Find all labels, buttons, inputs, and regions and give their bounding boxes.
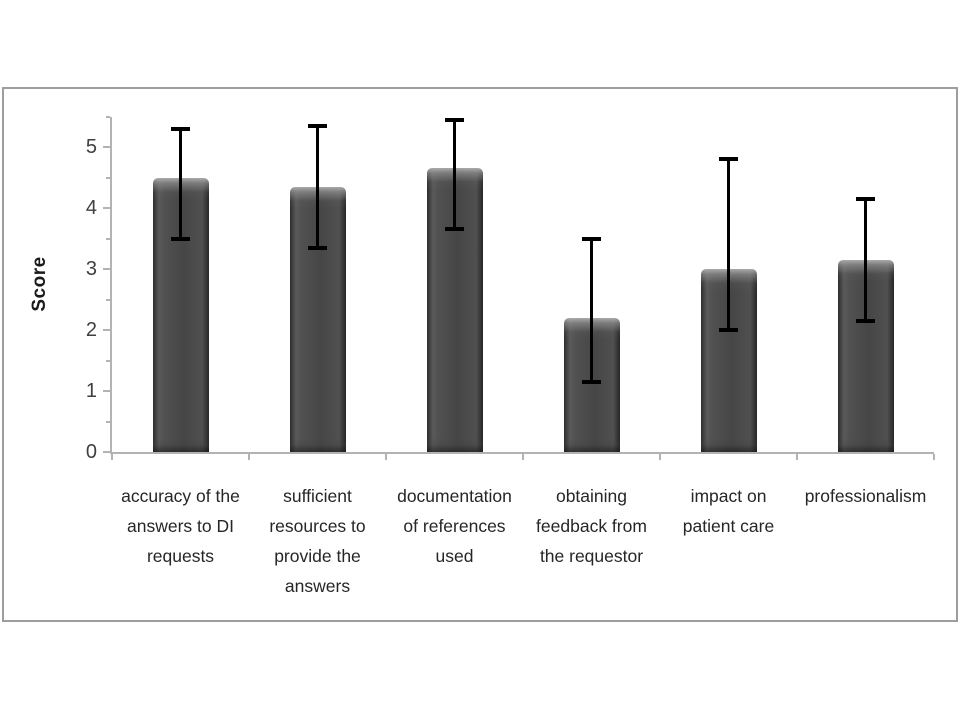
category-label-5: impact on patient care — [682, 486, 775, 536]
error-bar-cap-top-4 — [582, 236, 601, 241]
category-label-3: documentation of references used — [397, 486, 512, 566]
y-major-tick — [103, 390, 110, 392]
error-bar-line-4 — [590, 238, 593, 382]
y-tick-label: 2 — [85, 319, 97, 341]
category-label-2: sufficient resources to provide the answ… — [269, 486, 366, 596]
x-axis-line — [112, 452, 934, 454]
y-minor-tick — [106, 420, 110, 423]
y-minor-tick — [106, 237, 110, 240]
x-category-tick — [385, 454, 387, 460]
category-label-4: obtaining feedback from the requestor — [536, 486, 647, 566]
y-major-tick — [103, 207, 110, 209]
x-category-tick — [796, 454, 798, 460]
error-bar-cap-top-5 — [719, 157, 738, 162]
y-axis-line — [110, 116, 112, 454]
x-category-tick — [111, 454, 113, 460]
error-bar-line-1 — [179, 128, 182, 239]
y-minor-tick — [106, 115, 110, 118]
error-bar-cap-bottom-1 — [171, 236, 190, 241]
x-category-tick — [248, 454, 250, 460]
error-bar-cap-top-1 — [171, 126, 190, 131]
error-bar-cap-bottom-6 — [856, 318, 875, 323]
y-tick-label: 0 — [85, 441, 97, 463]
y-tick-label: 4 — [85, 197, 97, 219]
y-major-tick — [103, 146, 110, 148]
error-bar-line-2 — [316, 125, 319, 248]
y-tick-label: 5 — [85, 136, 97, 158]
x-category-tick — [659, 454, 661, 460]
y-minor-tick — [106, 298, 110, 301]
y-major-tick — [103, 451, 110, 453]
y-tick-label: 3 — [85, 258, 97, 280]
chart-frame: Score 0 1 2 3 4 5 accuracy of the answers to D… — [2, 87, 958, 622]
y-axis-title: Score — [29, 256, 50, 312]
y-major-tick — [103, 329, 110, 331]
category-label-1: accuracy of the answers to DI requests — [121, 486, 240, 566]
error-bar-cap-bottom-2 — [308, 245, 327, 250]
error-bar-line-6 — [864, 198, 867, 321]
error-bar-line-5 — [727, 159, 730, 330]
error-bar-cap-bottom-3 — [445, 227, 464, 232]
y-minor-tick — [106, 176, 110, 179]
error-bar-cap-top-2 — [308, 123, 327, 128]
y-major-tick — [103, 268, 110, 270]
x-category-tick — [522, 454, 524, 460]
category-label-6: professionalism — [804, 486, 927, 506]
error-bar-cap-top-3 — [445, 117, 464, 122]
y-minor-tick — [106, 359, 110, 362]
error-bar-cap-top-6 — [856, 196, 875, 201]
y-tick-label: 1 — [85, 380, 97, 402]
error-bar-cap-bottom-4 — [582, 379, 601, 384]
error-bar-line-3 — [453, 119, 456, 230]
error-bar-cap-bottom-5 — [719, 328, 738, 332]
x-category-tick — [933, 454, 935, 460]
